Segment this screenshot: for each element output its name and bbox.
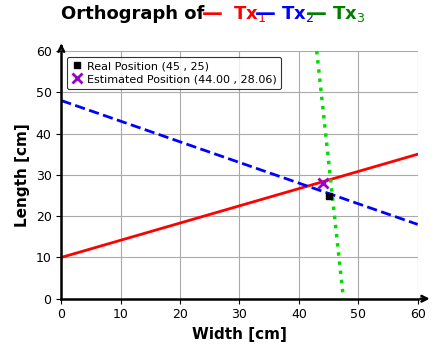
Text: Tx$_1$: Tx$_1$ (233, 4, 265, 24)
Legend: Real Position (45 , 25), Estimated Position (44.00 , 28.06): Real Position (45 , 25), Estimated Posit… (67, 56, 281, 89)
Text: —: — (255, 4, 276, 24)
X-axis label: Width [cm]: Width [cm] (192, 327, 287, 342)
Text: —: — (202, 4, 223, 24)
Text: —: — (306, 4, 327, 24)
Y-axis label: Length [cm]: Length [cm] (15, 123, 30, 227)
Text: Orthograph of: Orthograph of (61, 5, 205, 23)
Text: Tx$_2$: Tx$_2$ (281, 4, 314, 24)
Text: Tx$_3$: Tx$_3$ (332, 4, 365, 24)
